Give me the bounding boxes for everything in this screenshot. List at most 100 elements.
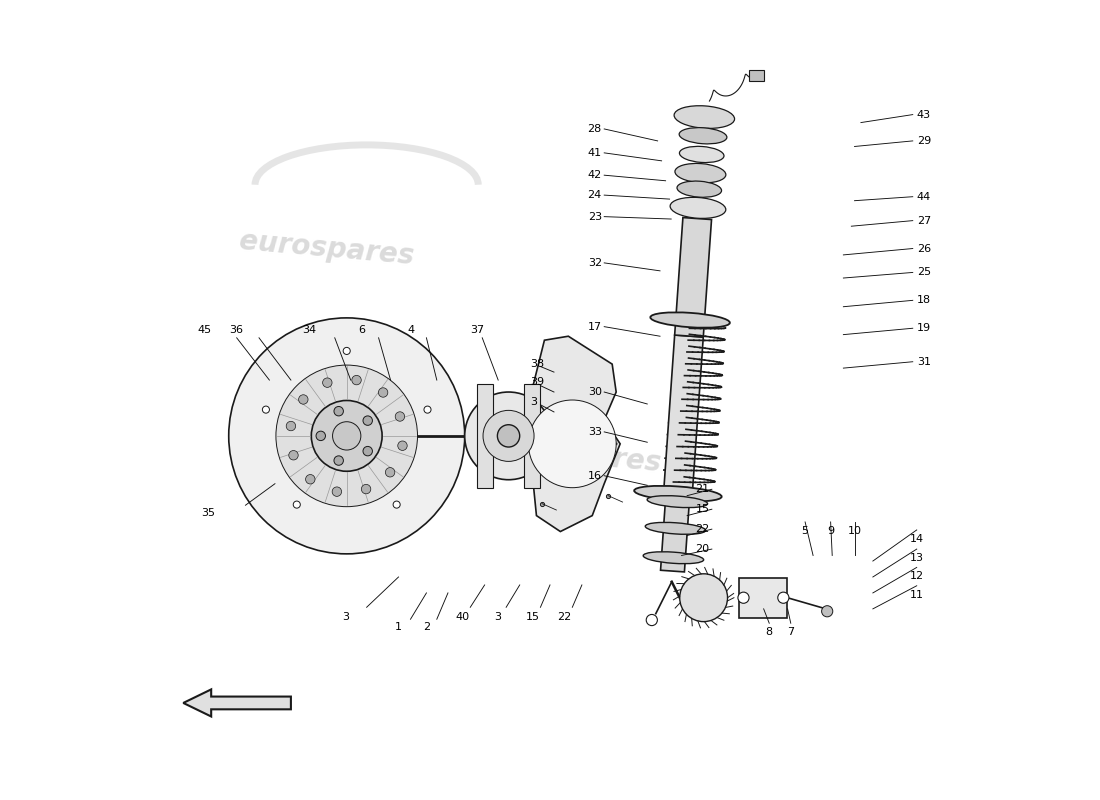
Text: eurospares: eurospares bbox=[485, 434, 662, 478]
Text: 3: 3 bbox=[530, 397, 537, 406]
Circle shape bbox=[334, 406, 343, 416]
Text: 17: 17 bbox=[587, 322, 602, 332]
Circle shape bbox=[276, 365, 418, 506]
Ellipse shape bbox=[670, 198, 726, 218]
Circle shape bbox=[424, 406, 431, 413]
Text: 3: 3 bbox=[342, 612, 349, 622]
Circle shape bbox=[352, 375, 361, 385]
Bar bbox=[525, 384, 540, 488]
Text: 34: 34 bbox=[302, 325, 317, 335]
Circle shape bbox=[294, 501, 300, 508]
Text: 4: 4 bbox=[407, 325, 415, 335]
Text: 18: 18 bbox=[916, 295, 931, 306]
Polygon shape bbox=[663, 335, 703, 492]
Text: 36: 36 bbox=[229, 325, 243, 335]
Polygon shape bbox=[184, 690, 290, 717]
Text: eurospares: eurospares bbox=[238, 227, 416, 270]
Ellipse shape bbox=[646, 522, 706, 534]
Text: 13: 13 bbox=[910, 553, 924, 563]
Circle shape bbox=[778, 592, 789, 603]
Circle shape bbox=[646, 614, 658, 626]
Text: 11: 11 bbox=[910, 590, 924, 600]
Circle shape bbox=[497, 425, 519, 447]
Circle shape bbox=[362, 484, 371, 494]
Text: 15: 15 bbox=[695, 504, 710, 514]
Text: 27: 27 bbox=[916, 216, 931, 226]
Text: 7: 7 bbox=[788, 627, 794, 638]
Text: 22: 22 bbox=[558, 612, 572, 622]
Circle shape bbox=[363, 416, 373, 426]
Text: 42: 42 bbox=[587, 170, 602, 180]
Circle shape bbox=[311, 401, 382, 471]
Text: 45: 45 bbox=[197, 325, 211, 335]
Circle shape bbox=[680, 574, 727, 622]
Text: 44: 44 bbox=[916, 192, 931, 202]
Text: 37: 37 bbox=[471, 325, 484, 335]
Text: 5: 5 bbox=[802, 526, 808, 536]
Text: 15: 15 bbox=[526, 612, 539, 622]
Text: 32: 32 bbox=[587, 258, 602, 268]
Text: 24: 24 bbox=[587, 190, 602, 200]
Circle shape bbox=[464, 392, 552, 480]
Text: 14: 14 bbox=[910, 534, 924, 544]
Text: 16: 16 bbox=[587, 470, 602, 481]
Text: 30: 30 bbox=[587, 387, 602, 397]
Circle shape bbox=[378, 388, 388, 398]
Circle shape bbox=[483, 410, 535, 462]
Ellipse shape bbox=[635, 486, 722, 502]
Circle shape bbox=[334, 456, 343, 466]
Text: 1: 1 bbox=[395, 622, 402, 632]
Text: 29: 29 bbox=[916, 136, 931, 146]
Ellipse shape bbox=[674, 106, 735, 128]
Circle shape bbox=[289, 450, 298, 460]
Text: 12: 12 bbox=[910, 571, 924, 582]
Text: 22: 22 bbox=[695, 524, 710, 534]
Bar bbox=[749, 70, 763, 81]
Text: 8: 8 bbox=[766, 627, 773, 638]
Circle shape bbox=[286, 422, 296, 430]
Text: 25: 25 bbox=[916, 267, 931, 278]
Ellipse shape bbox=[680, 146, 724, 162]
Ellipse shape bbox=[650, 312, 730, 328]
Text: 43: 43 bbox=[916, 110, 931, 119]
Circle shape bbox=[385, 467, 395, 477]
Circle shape bbox=[263, 406, 270, 413]
Text: 2: 2 bbox=[422, 622, 430, 632]
Ellipse shape bbox=[644, 552, 704, 564]
Circle shape bbox=[306, 474, 315, 484]
Text: 38: 38 bbox=[530, 359, 544, 369]
Text: 39: 39 bbox=[530, 378, 544, 387]
Text: 3: 3 bbox=[495, 612, 502, 622]
Circle shape bbox=[332, 422, 361, 450]
Circle shape bbox=[298, 394, 308, 404]
Bar bbox=[739, 578, 788, 618]
Ellipse shape bbox=[679, 128, 727, 144]
Polygon shape bbox=[674, 218, 712, 337]
Text: 19: 19 bbox=[916, 323, 931, 334]
Text: 23: 23 bbox=[587, 212, 602, 222]
Circle shape bbox=[398, 441, 407, 450]
Text: 9: 9 bbox=[827, 526, 834, 536]
Polygon shape bbox=[532, 336, 620, 531]
Text: 20: 20 bbox=[695, 544, 710, 554]
Circle shape bbox=[393, 501, 400, 508]
Circle shape bbox=[738, 592, 749, 603]
Text: 31: 31 bbox=[916, 357, 931, 366]
Polygon shape bbox=[661, 495, 690, 572]
Circle shape bbox=[332, 487, 342, 496]
Ellipse shape bbox=[675, 163, 726, 183]
Ellipse shape bbox=[647, 496, 707, 508]
Text: 41: 41 bbox=[587, 148, 602, 158]
Text: 40: 40 bbox=[455, 612, 470, 622]
Text: 35: 35 bbox=[201, 508, 216, 518]
Circle shape bbox=[822, 606, 833, 617]
Text: 33: 33 bbox=[587, 427, 602, 437]
Text: 28: 28 bbox=[587, 124, 602, 134]
Text: 26: 26 bbox=[916, 243, 931, 254]
Circle shape bbox=[395, 412, 405, 422]
Ellipse shape bbox=[676, 181, 722, 198]
Circle shape bbox=[229, 318, 464, 554]
Text: 10: 10 bbox=[847, 526, 861, 536]
Circle shape bbox=[528, 400, 616, 488]
Circle shape bbox=[322, 378, 332, 387]
